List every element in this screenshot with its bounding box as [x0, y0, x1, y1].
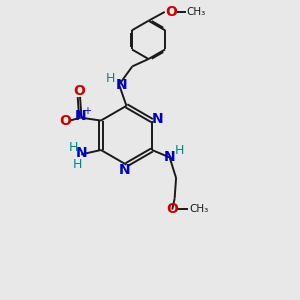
Text: ⁻: ⁻ [62, 121, 68, 134]
Text: O: O [73, 83, 85, 98]
Text: O: O [165, 5, 177, 19]
Text: N: N [152, 112, 163, 126]
Text: O: O [59, 114, 71, 128]
Text: +: + [83, 106, 91, 116]
Text: CH₃: CH₃ [187, 7, 206, 17]
Text: N: N [164, 150, 176, 164]
Text: O: O [166, 202, 178, 217]
Text: N: N [116, 78, 127, 92]
Text: N: N [119, 163, 131, 177]
Text: N: N [75, 146, 87, 160]
Text: H: H [68, 141, 78, 154]
Text: CH₃: CH₃ [189, 205, 208, 214]
Text: H: H [106, 72, 116, 85]
Text: H: H [174, 144, 184, 157]
Text: N: N [74, 109, 86, 123]
Text: H: H [73, 158, 82, 171]
